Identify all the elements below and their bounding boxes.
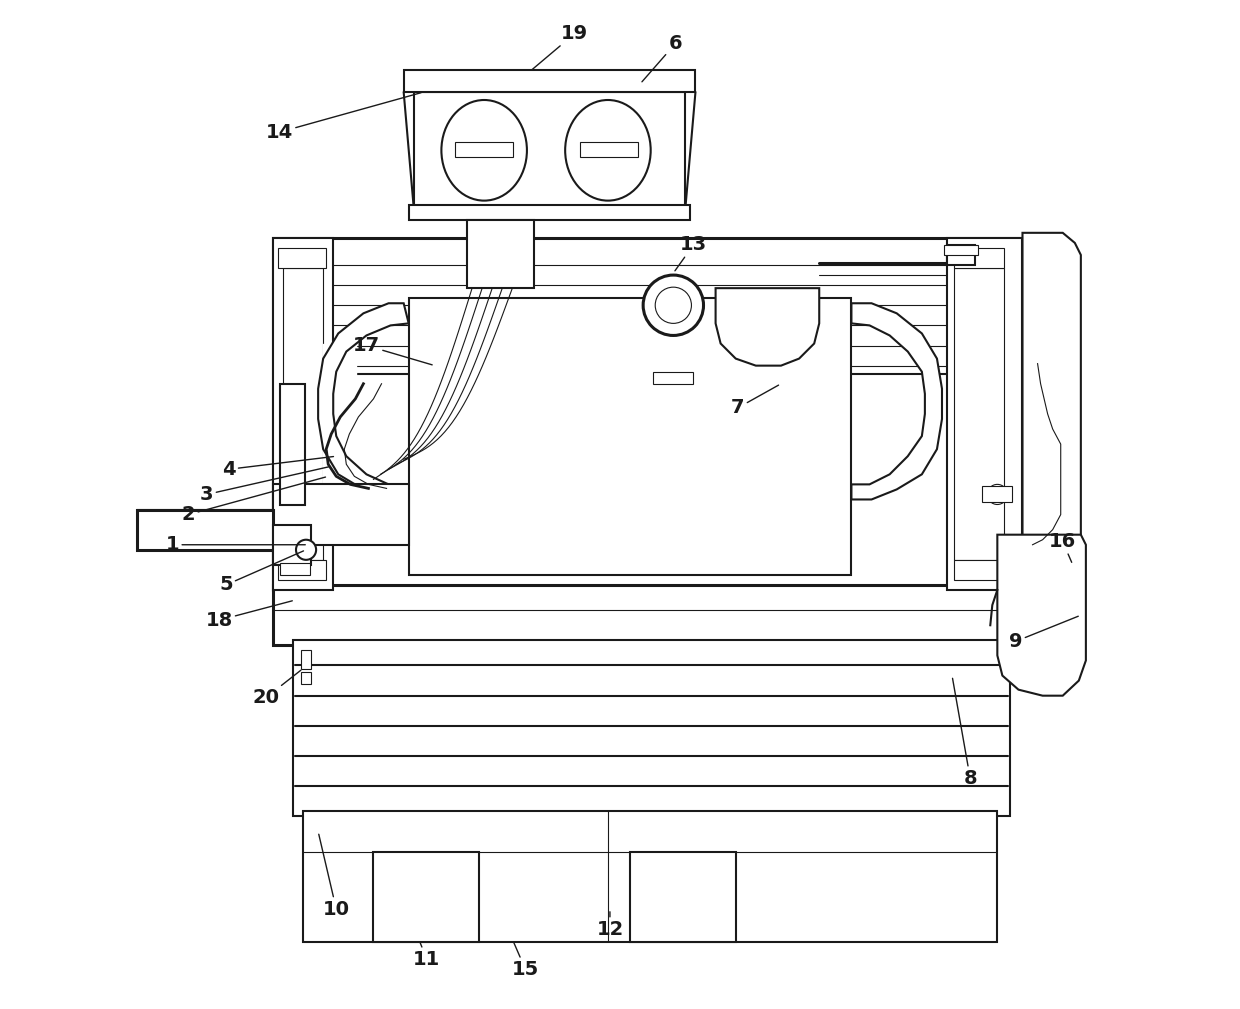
Bar [273, 585, 1023, 646]
Bar [373, 852, 479, 942]
Bar [303, 811, 997, 942]
Bar [414, 92, 686, 208]
Text: 16: 16 [1049, 532, 1076, 562]
Text: 20: 20 [252, 670, 301, 707]
Bar [278, 560, 326, 580]
Text: 2: 2 [182, 477, 326, 524]
Bar [273, 484, 409, 545]
Ellipse shape [441, 100, 527, 201]
Bar [280, 563, 310, 575]
Text: 18: 18 [206, 600, 293, 630]
Polygon shape [715, 289, 820, 365]
Text: 4: 4 [222, 456, 334, 479]
Circle shape [987, 484, 1007, 504]
Text: 9: 9 [1009, 616, 1079, 651]
Text: 10: 10 [319, 834, 350, 918]
Text: 17: 17 [353, 336, 433, 365]
Bar [301, 651, 311, 669]
Bar [944, 245, 978, 255]
Text: 7: 7 [730, 385, 779, 418]
Text: 15: 15 [512, 941, 539, 979]
Bar [273, 525, 311, 565]
Bar [947, 238, 1023, 590]
Text: 5: 5 [219, 551, 304, 594]
Bar [278, 248, 326, 268]
Bar [136, 510, 273, 550]
Bar [982, 486, 1012, 502]
Circle shape [288, 558, 303, 572]
Bar [653, 371, 693, 383]
Text: 12: 12 [596, 912, 624, 938]
Circle shape [288, 538, 303, 552]
Bar [455, 142, 513, 157]
Circle shape [655, 288, 692, 323]
Bar [293, 641, 1011, 816]
Polygon shape [997, 535, 1086, 695]
Polygon shape [852, 304, 942, 499]
Bar [409, 205, 691, 220]
Text: 19: 19 [532, 24, 588, 70]
Bar [280, 383, 305, 504]
Polygon shape [1023, 233, 1081, 648]
Polygon shape [319, 304, 409, 499]
Bar [947, 245, 975, 265]
Bar [404, 70, 696, 92]
Text: 8: 8 [952, 678, 977, 788]
Bar [467, 220, 534, 289]
Bar [580, 142, 639, 157]
Circle shape [288, 518, 303, 532]
Text: 13: 13 [675, 235, 707, 270]
Bar [954, 268, 1004, 560]
Text: 14: 14 [265, 93, 422, 141]
Circle shape [296, 540, 316, 560]
Bar [301, 672, 311, 684]
Bar [630, 852, 735, 942]
Text: 11: 11 [413, 941, 440, 969]
Bar [273, 238, 334, 590]
Bar [409, 299, 852, 575]
Bar [954, 560, 1004, 580]
Circle shape [288, 497, 303, 512]
Bar [954, 248, 1004, 268]
Bar [283, 268, 324, 560]
Circle shape [644, 275, 703, 335]
Ellipse shape [565, 100, 651, 201]
Text: 6: 6 [642, 34, 682, 82]
Bar [273, 238, 1023, 590]
Text: 3: 3 [200, 467, 329, 503]
Text: 1: 1 [166, 535, 305, 554]
